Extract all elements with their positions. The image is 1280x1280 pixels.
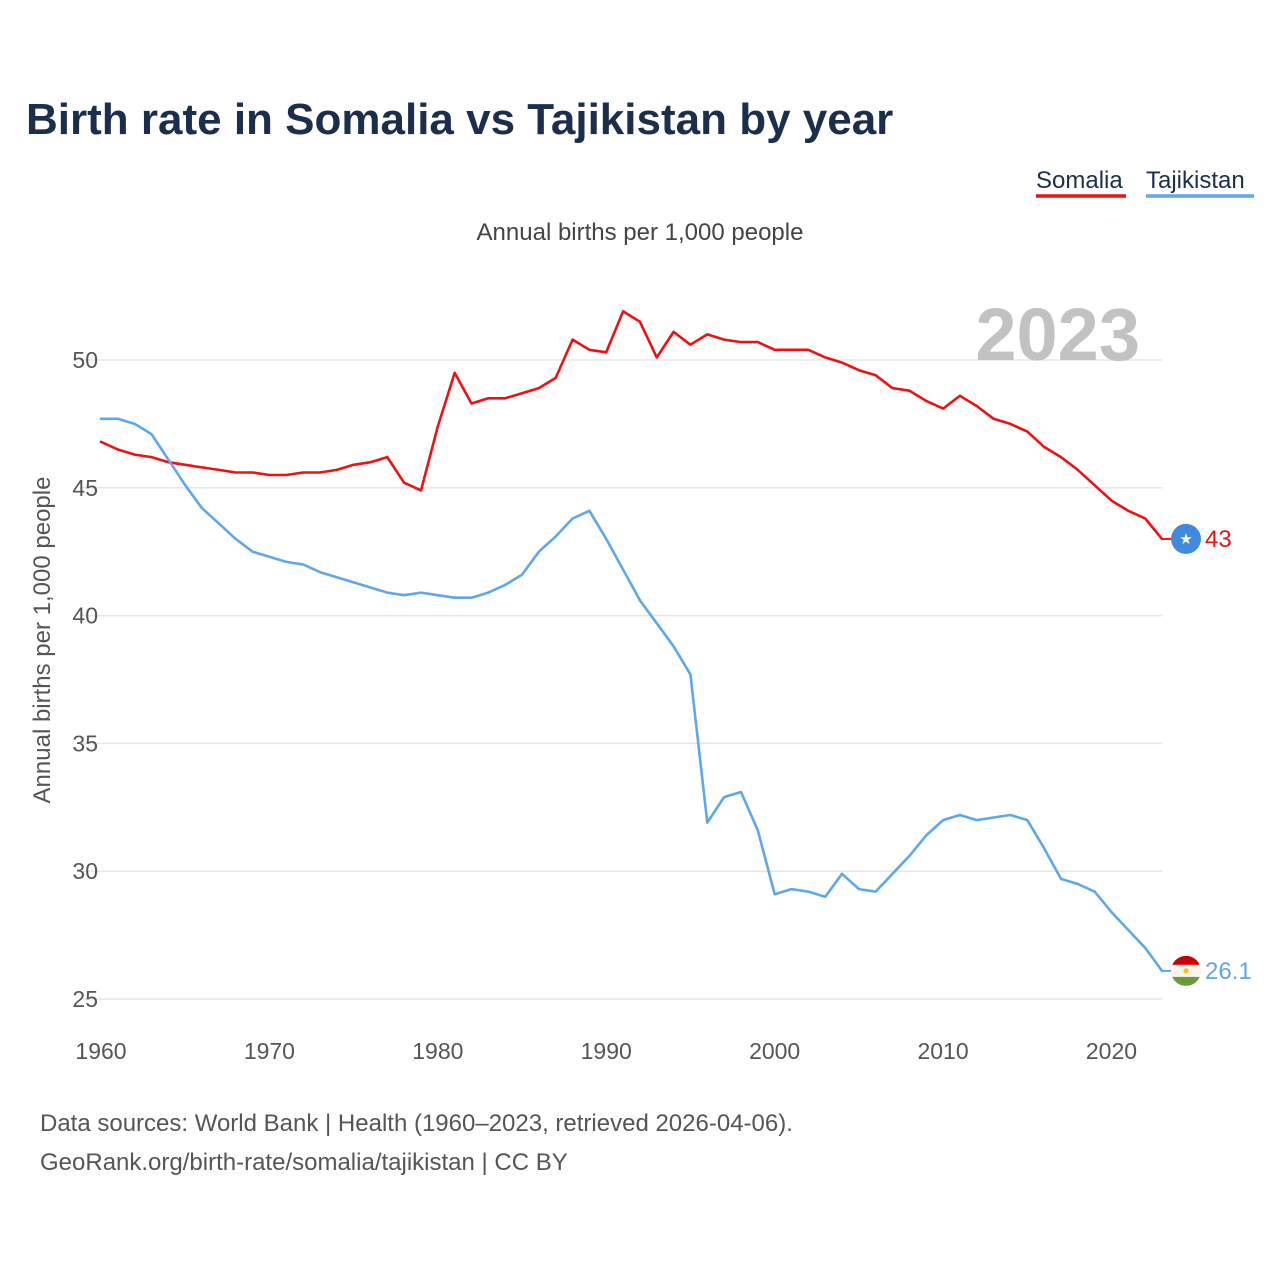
- series-lines: [99, 310, 1164, 973]
- x-tick-label: 2010: [917, 1038, 968, 1064]
- legend-item-somalia[interactable]: Somalia: [1036, 167, 1126, 198]
- chart-subtitle: Annual births per 1,000 people: [477, 219, 804, 246]
- y-axis-ticks: 25 30 35 40 45 50: [72, 347, 98, 1012]
- y-tick-label: 50: [72, 347, 98, 373]
- y-tick-label: 30: [72, 858, 98, 884]
- tajikistan-flag-icon: [1171, 955, 1201, 986]
- legend-label-somalia[interactable]: Somalia: [1036, 167, 1123, 194]
- y-tick-label: 40: [72, 603, 98, 629]
- x-tick-label: 1960: [75, 1038, 126, 1064]
- series-line-tajikistan[interactable]: [99, 417, 1164, 973]
- y-axis-label: Annual births per 1,000 people: [29, 477, 56, 804]
- x-tick-label: 1980: [412, 1038, 463, 1064]
- chart-title: Birth rate in Somalia vs Tajikistan by y…: [26, 95, 893, 144]
- gridlines: [80, 359, 1162, 1000]
- source-line-2[interactable]: GeoRank.org/birth-rate/somalia/tajikista…: [40, 1149, 568, 1176]
- somalia-end-marker: ★ 43: [1162, 523, 1232, 554]
- legend-label-tajikistan[interactable]: Tajikistan: [1146, 167, 1245, 194]
- tajikistan-end-marker: 26.1: [1162, 955, 1252, 986]
- legend: Somalia Tajikistan: [1036, 167, 1254, 198]
- somalia-flag-icon: [1171, 523, 1201, 554]
- x-tick-label: 2020: [1086, 1038, 1137, 1064]
- legend-item-tajikistan[interactable]: Tajikistan: [1146, 167, 1254, 198]
- x-tick-label: 1970: [244, 1038, 295, 1064]
- star-icon: ★: [1179, 530, 1192, 548]
- tajikistan-end-value: 26.1: [1205, 958, 1252, 985]
- y-tick-label: 35: [72, 730, 98, 756]
- y-tick-label: 45: [72, 475, 98, 501]
- x-tick-label: 2000: [749, 1038, 800, 1064]
- x-axis-ticks: 1960 1970 1980 1990 2000 2010 2020: [75, 1038, 1137, 1064]
- x-tick-label: 1990: [581, 1038, 632, 1064]
- series-line-somalia[interactable]: [99, 310, 1164, 541]
- somalia-end-value: 43: [1205, 526, 1232, 553]
- y-tick-label: 25: [72, 986, 98, 1012]
- year-watermark: 2023: [975, 293, 1140, 376]
- source-line-1: Data sources: World Bank | Health (1960–…: [40, 1110, 793, 1137]
